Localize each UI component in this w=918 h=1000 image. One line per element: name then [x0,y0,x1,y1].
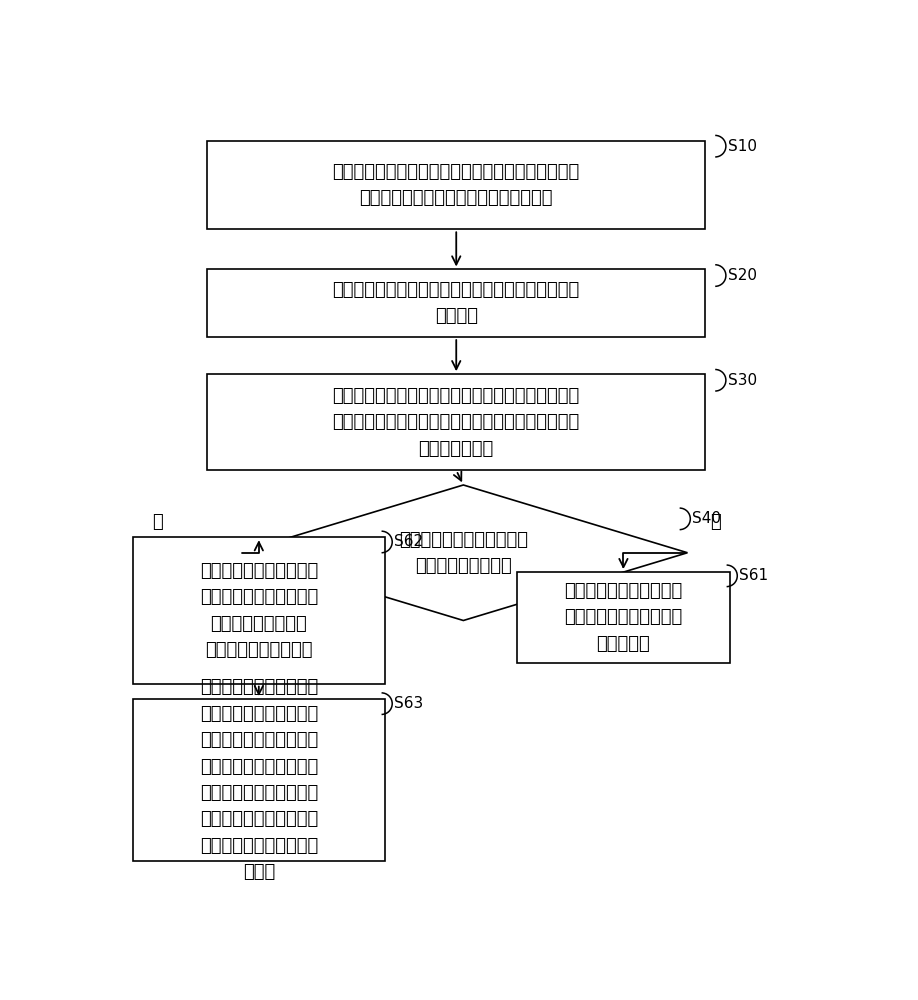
FancyBboxPatch shape [132,537,386,684]
Text: S63: S63 [395,696,423,711]
Text: 第一灰度值平方和的值是否
大于整体灰度起伏值: 第一灰度值平方和的值是否 大于整体灰度起伏值 [398,531,528,575]
Text: S10: S10 [728,139,757,154]
Text: 获取目标物体在运动过程中的第一帧图像和第二帧图
像，其中，第一帧图像与第二帧图像相邻: 获取目标物体在运动过程中的第一帧图像和第二帧图 像，其中，第一帧图像与第二帧图像… [332,163,580,207]
Text: 计算第一差分图像中位于第一目标区域内所有像素坐
标对应的第一灰度值平方和，以及计算第一帧图像的
整体灰度起伏值: 计算第一差分图像中位于第一目标区域内所有像素坐 标对应的第一灰度值平方和，以及计… [332,387,580,458]
Polygon shape [240,485,688,620]
Text: 是: 是 [711,513,722,531]
Text: 剔除第二帧图像，并获取
第三帧图像；其中，第三
帧图像分别与第二帧
图像、第一帧图像相邻: 剔除第二帧图像，并获取 第三帧图像；其中，第三 帧图像分别与第二帧 图像、第一帧… [200,562,318,659]
FancyBboxPatch shape [207,141,705,229]
Text: S62: S62 [395,534,423,549]
Text: 对第一帧图像和第二帧图像进行作差处理，得到第一
差分图像: 对第一帧图像和第二帧图像进行作差处理，得到第一 差分图像 [332,281,580,325]
Text: S61: S61 [739,568,768,583]
FancyBboxPatch shape [207,374,705,470]
Text: S30: S30 [728,373,757,388]
Text: 根据第一帧图像和第二帧
图像，计算得到目标物体
的运动信息: 根据第一帧图像和第二帧 图像，计算得到目标物体 的运动信息 [565,582,683,653]
Text: 否: 否 [152,513,162,531]
Text: S40: S40 [692,511,722,526]
FancyBboxPatch shape [207,269,705,337]
Text: S20: S20 [728,268,757,283]
FancyBboxPatch shape [132,699,386,861]
Text: 对第一帧图像和第三帧图
像进行作差处理，得到第
二差分图像，并计算第二
差分图像中所有非外圈像
素坐标对应的第二灰度值
平方和，直至第二灰度值
平方和的值大于整: 对第一帧图像和第三帧图 像进行作差处理，得到第 二差分图像，并计算第二 差分图像… [200,678,318,881]
FancyBboxPatch shape [517,572,730,663]
